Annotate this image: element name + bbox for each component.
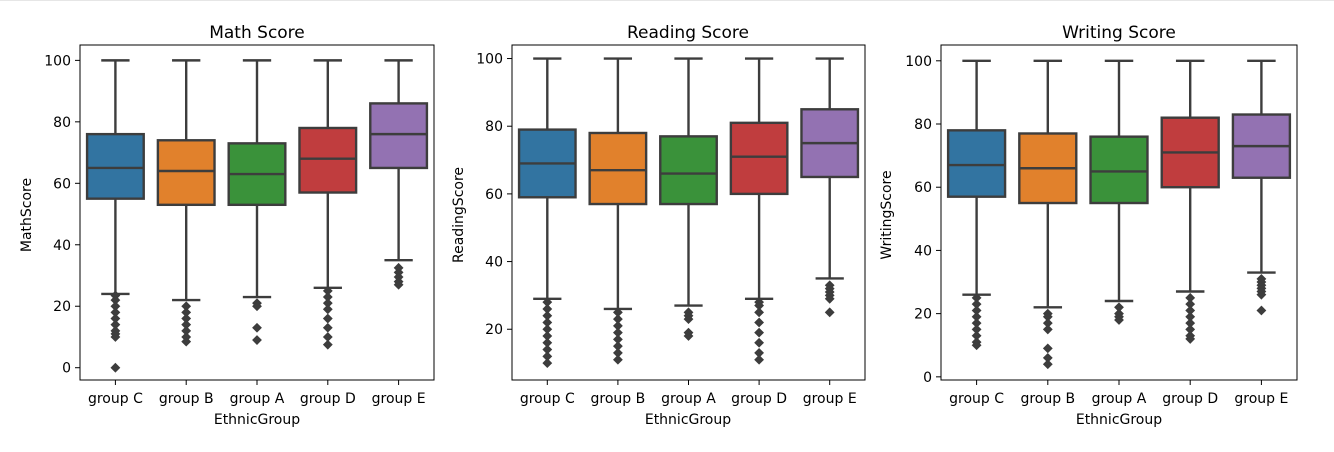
writing-y-tick-label: 0 xyxy=(923,370,932,386)
reading-outlier-point xyxy=(754,354,765,365)
reading-outlier-point xyxy=(683,331,694,341)
reading-chart-title: Reading Score xyxy=(627,23,749,43)
writing-box-group-C xyxy=(946,129,1007,198)
writing-outlier-point xyxy=(1185,334,1196,344)
reading-x-tick-label: group C xyxy=(520,391,575,407)
reading-y-tick-label: 20 xyxy=(485,322,503,338)
math-chart-title: Math Score xyxy=(209,23,305,43)
reading-outlier-point xyxy=(754,317,765,328)
math-x-tick-label: group B xyxy=(159,391,214,407)
math-outlier-point xyxy=(252,322,262,333)
math-box-group-E xyxy=(369,102,429,170)
writing-y-tick-label: 80 xyxy=(914,117,932,133)
writing-y-tick-label: 40 xyxy=(914,243,932,259)
math-y-tick-label: 40 xyxy=(53,238,71,254)
math-y-tick-label: 20 xyxy=(53,299,71,315)
writing-x-tick-label: group D xyxy=(1162,391,1218,407)
reading-outlier-point xyxy=(683,314,694,324)
reading-y-axis-label: ReadingScore xyxy=(451,167,467,263)
math-y-tick-label: 0 xyxy=(62,361,71,377)
writing-x-tick-label: group C xyxy=(949,391,1004,407)
writing-y-tick-label: 100 xyxy=(905,54,932,70)
math-outlier-point xyxy=(322,339,333,350)
reading-score-panel: Reading Score EthnicGroup ReadingScore 2… xyxy=(451,23,866,428)
math-x-tick-label: group C xyxy=(88,391,143,407)
reading-box-group-B xyxy=(588,131,648,206)
math-outlier-point xyxy=(322,322,333,333)
reading-x-tick-label: group B xyxy=(591,391,646,407)
writing-outlier-point xyxy=(1042,324,1053,335)
writing-x-tick-label: group B xyxy=(1020,391,1075,407)
reading-outlier-point xyxy=(824,293,835,304)
reading-box-group-A xyxy=(659,135,718,206)
writing-outlier-point xyxy=(1042,359,1053,370)
reading-y-tick-label: 80 xyxy=(485,119,503,135)
writing-outlier-point xyxy=(1256,289,1267,300)
math-x-tick-label: group E xyxy=(372,391,426,407)
writing-x-tick-label: group A xyxy=(1092,391,1147,407)
math-outlier-point xyxy=(181,336,192,347)
reading-x-axis-label: EthnicGroup xyxy=(645,412,731,428)
math-outlier-point xyxy=(322,304,333,315)
math-x-axis-label: EthnicGroup xyxy=(214,412,300,428)
math-box-group-C xyxy=(85,132,145,200)
reading-outlier-point xyxy=(612,354,623,365)
math-outlier-point xyxy=(252,301,262,312)
writing-y-tick-label: 20 xyxy=(914,307,932,323)
reading-y-tick-label: 60 xyxy=(485,187,503,203)
math-outlier-point xyxy=(110,332,121,342)
writing-outlier-point xyxy=(1042,343,1053,354)
reading-x-tick-label: group E xyxy=(803,391,857,407)
writing-score-panel: Writing Score EthnicGroup WritingScore 0… xyxy=(879,23,1298,428)
math-y-axis-label: MathScore xyxy=(19,178,35,252)
reading-box-group-D xyxy=(729,121,789,196)
page-top-rule xyxy=(0,0,1334,1)
writing-box-group-A xyxy=(1089,135,1149,205)
math-x-tick-label: group A xyxy=(230,391,285,407)
writing-outlier-point xyxy=(1256,305,1267,316)
reading-outlier-point xyxy=(754,337,765,348)
math-box-group-D xyxy=(298,126,358,194)
reading-outlier-point xyxy=(754,327,765,338)
writing-x-tick-label: group E xyxy=(1234,391,1288,407)
writing-outlier-point xyxy=(1114,315,1124,325)
math-x-tick-label: group D xyxy=(300,391,356,407)
math-box-group-B xyxy=(156,139,216,207)
writing-y-tick-label: 60 xyxy=(914,180,932,196)
reading-y-tick-label: 100 xyxy=(476,52,503,68)
writing-outlier-point xyxy=(971,340,982,351)
math-y-tick-label: 60 xyxy=(53,176,71,192)
reading-y-tick-label: 40 xyxy=(485,255,503,271)
writing-y-axis-label: WritingScore xyxy=(879,170,895,259)
reading-x-tick-label: group A xyxy=(661,391,716,407)
writing-chart-title: Writing Score xyxy=(1062,23,1176,43)
math-y-tick-label: 80 xyxy=(53,115,71,131)
math-outlier-point xyxy=(322,313,333,324)
writing-x-axis-label: EthnicGroup xyxy=(1076,412,1162,428)
math-y-tick-label: 100 xyxy=(44,53,71,69)
math-outlier-point xyxy=(252,335,262,345)
math-outlier-point xyxy=(393,279,404,290)
reading-x-tick-label: group D xyxy=(731,391,787,407)
math-outlier-point xyxy=(110,362,121,373)
reading-outlier-point xyxy=(824,307,835,318)
reading-outlier-point xyxy=(754,307,765,318)
math-score-panel: Math Score EthnicGroup MathScore 0 20 40 60… xyxy=(19,23,435,428)
reading-outlier-point xyxy=(542,358,553,368)
